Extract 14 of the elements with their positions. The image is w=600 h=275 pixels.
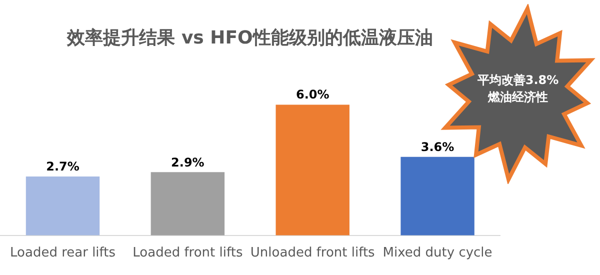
bar [276,104,350,236]
data-label: 3.6% [420,140,454,154]
bar [400,156,474,236]
x-tick-label: Mixed duty cycle [382,246,492,261]
data-label: 6.0% [296,88,330,102]
data-label: 2.7% [46,160,80,174]
x-tick-label: Loaded front lifts [132,246,243,261]
data-label: 2.9% [171,155,204,170]
x-tick-label: Unloaded front lifts [250,246,376,261]
bar [26,176,100,236]
chart-title: 效率提升结果 vs HFO性能级别的低温液压油 [66,27,433,48]
x-tick-label: Loaded rear lifts [10,246,116,261]
bar [150,172,225,236]
text: 平均改善3.8% 燃油经济性 [476,72,560,106]
